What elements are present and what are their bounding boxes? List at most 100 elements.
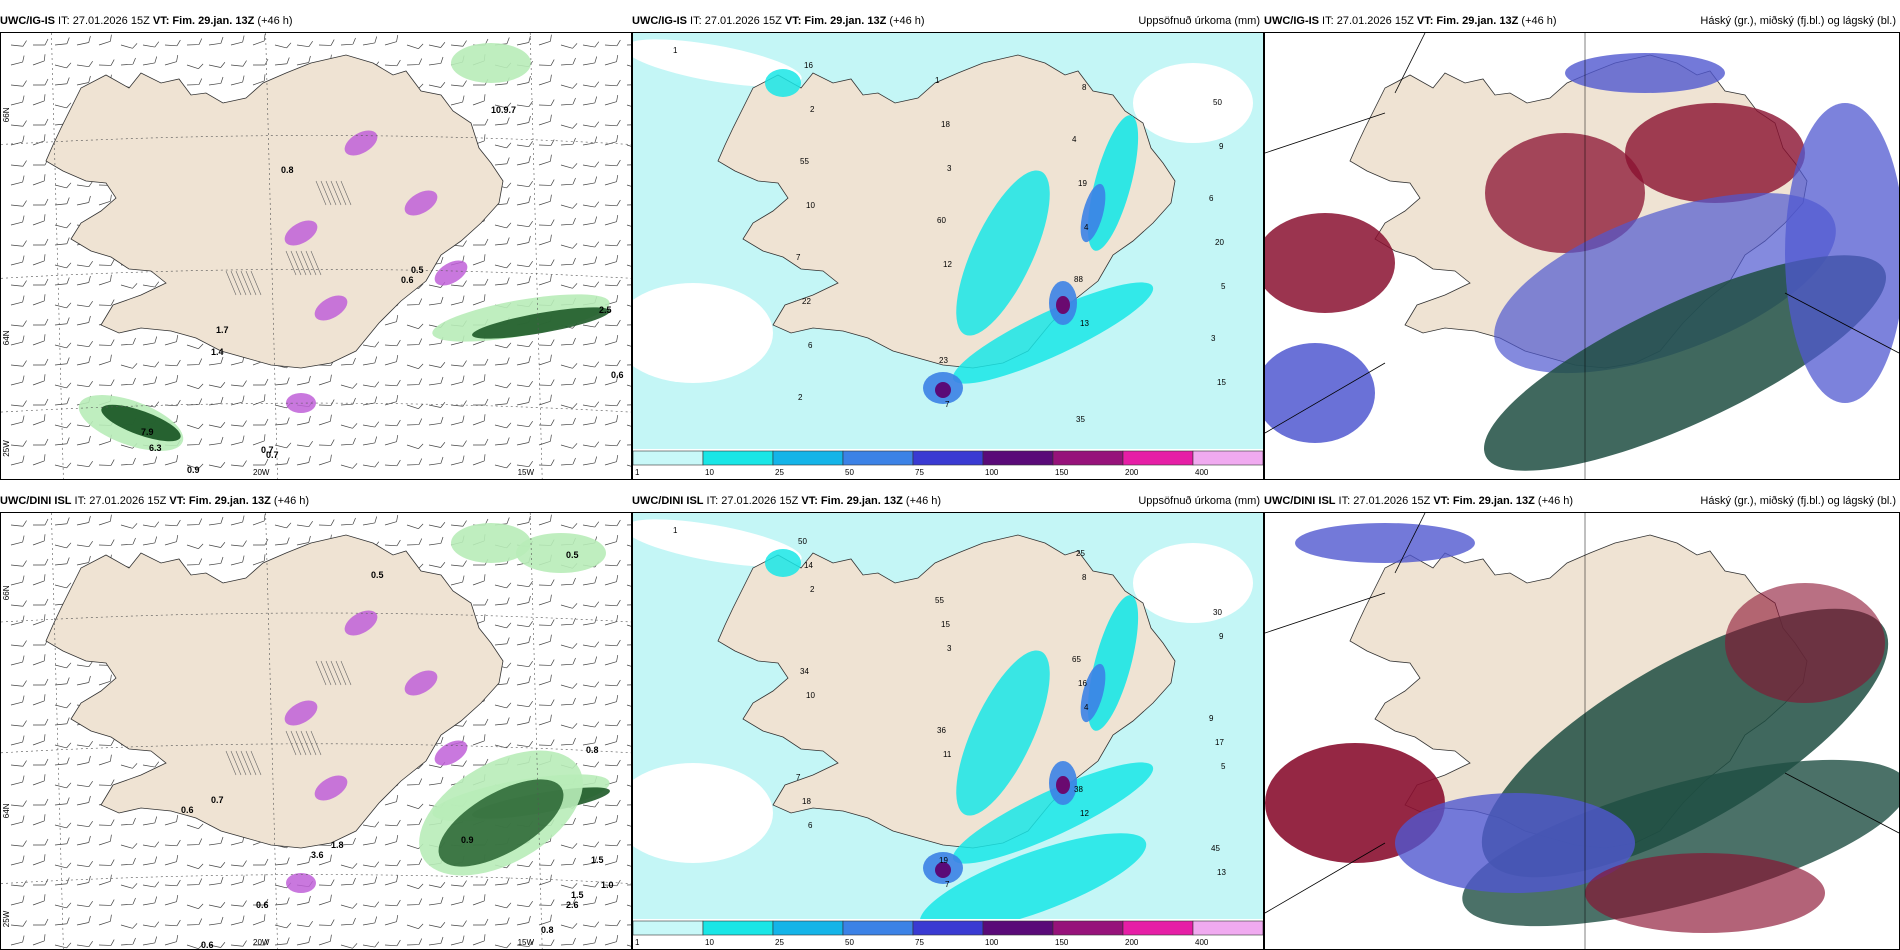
legend-swatch <box>1052 920 1124 936</box>
hatch-line <box>335 660 347 686</box>
wind-barb <box>186 918 203 926</box>
wind-barb <box>428 456 444 466</box>
wind-barb <box>32 934 46 946</box>
dry-area <box>1133 543 1253 623</box>
wind-barb <box>54 222 72 229</box>
wind-barb <box>626 783 631 790</box>
wind-barb <box>626 743 631 750</box>
wind-barb <box>582 441 600 448</box>
value-label: 0.5 <box>411 265 424 275</box>
wind-barb <box>54 662 72 669</box>
wind-barb <box>54 102 72 109</box>
map-frame[interactable]: 20W 15W 66N 64N 25W 0.5 0.5 0.7 0.6 0.6 0.8 1.0 1.5 2… <box>0 512 632 950</box>
map-frame[interactable] <box>1264 512 1900 950</box>
iceland-landmass <box>45 54 504 369</box>
longitude-line <box>51 513 64 949</box>
wind-barb <box>472 734 486 746</box>
axis-labels: 20W 15W 66N 64N 25W <box>2 107 534 477</box>
wind-barb <box>604 535 619 546</box>
rain-area-light <box>451 43 531 83</box>
wind-barb <box>296 375 311 386</box>
precip-map: 1234567891012131516181920222335505560883… <box>633 33 1263 479</box>
map-frame[interactable] <box>1264 32 1900 480</box>
map-frame[interactable]: 1 2 3 4 5 6 7 8 9 10 12 13 15 16 18 19 20 22 23 35 50 55 60 88 3… <box>632 32 1264 480</box>
longitude-line <box>265 33 278 479</box>
grid-line <box>1265 592 1386 634</box>
wind-barb <box>582 841 600 848</box>
precip-value: 3 <box>947 644 952 653</box>
wind-barb <box>98 274 112 286</box>
value-label: 1.0 <box>601 880 614 890</box>
wind-barb <box>516 275 531 286</box>
wind-barb <box>120 937 136 946</box>
wind-barb <box>10 775 25 786</box>
wind-barb <box>32 374 46 386</box>
wind-barb <box>538 154 552 166</box>
precip-value: 9 <box>1219 632 1224 641</box>
wind-barb <box>626 423 631 430</box>
value-label: 0.5 <box>566 550 579 560</box>
wind-barb <box>516 860 533 868</box>
wind-barb <box>494 277 510 286</box>
snow-area <box>284 700 318 726</box>
wind-barb <box>494 222 512 229</box>
wind-barb <box>76 660 93 668</box>
wind-barb <box>604 375 619 386</box>
wind-barb <box>76 755 91 766</box>
wind-barb <box>10 640 27 647</box>
wind-barb <box>582 121 600 128</box>
wind-barb <box>33 118 49 126</box>
wind-barb <box>582 256 598 266</box>
wind-barb <box>626 143 631 150</box>
wind-barb <box>384 875 399 886</box>
wind-barb <box>54 797 70 806</box>
map-frame[interactable]: 20W 15W 66N 64N 25W 0.8 0.7 1.7 1.4 7.9 6.3 0.9 0.7 2… <box>0 32 632 480</box>
wind-barb <box>516 620 533 628</box>
wind-barb <box>604 175 619 186</box>
wind-barb <box>186 558 203 566</box>
wind-barb <box>560 843 578 849</box>
wind-barb <box>582 161 600 168</box>
wind-barb <box>76 820 93 828</box>
wind-barb <box>76 355 91 366</box>
wind-barb <box>120 817 136 826</box>
wind-barb <box>54 917 70 926</box>
precip-value: 38 <box>1074 785 1083 794</box>
precip-value: 16 <box>804 61 813 70</box>
lon-label-25w: 25W <box>2 440 11 457</box>
wind-barb <box>76 780 93 788</box>
wind-barb <box>473 758 489 766</box>
wind-barb <box>473 398 489 406</box>
wind-barb <box>450 400 467 407</box>
wind-barb <box>186 63 204 70</box>
wind-barb <box>626 438 631 446</box>
wind-barb <box>98 459 115 466</box>
map-frame[interactable]: 1 2 3 4 5 6 7 8 9 10 11 12 13 14 15 16 17 18 19 25 30 34 36 38 4… <box>632 512 1264 950</box>
wind-barb <box>582 336 598 346</box>
wind-barb <box>98 834 112 846</box>
dry-areas <box>633 519 1253 863</box>
wind-barb <box>428 56 444 66</box>
wind-barb <box>626 678 631 686</box>
wind-barb <box>538 939 555 946</box>
wind-barb <box>604 599 621 607</box>
wind-barb <box>98 339 115 346</box>
panel-header: UWC/IG-IS IT: 27.01.2026 15Z VT: Fim. 29… <box>1264 10 1900 32</box>
wind-barb <box>318 934 332 946</box>
wind-barb <box>142 56 158 66</box>
grid-line <box>1394 33 1426 94</box>
wind-barb <box>473 358 489 366</box>
wind-barb <box>626 663 631 670</box>
wind-barb <box>516 940 533 948</box>
hatch-line <box>320 660 332 686</box>
wind-barb <box>604 79 621 87</box>
wind-barb <box>406 458 423 466</box>
wind-barb <box>450 560 467 567</box>
wind-barb <box>428 896 444 906</box>
wind-barb <box>494 637 510 646</box>
wind-barb <box>142 761 160 768</box>
wind-barb <box>384 859 401 867</box>
wind-barb <box>33 278 49 286</box>
longitude-line <box>51 33 64 479</box>
wind-barb <box>494 357 510 366</box>
